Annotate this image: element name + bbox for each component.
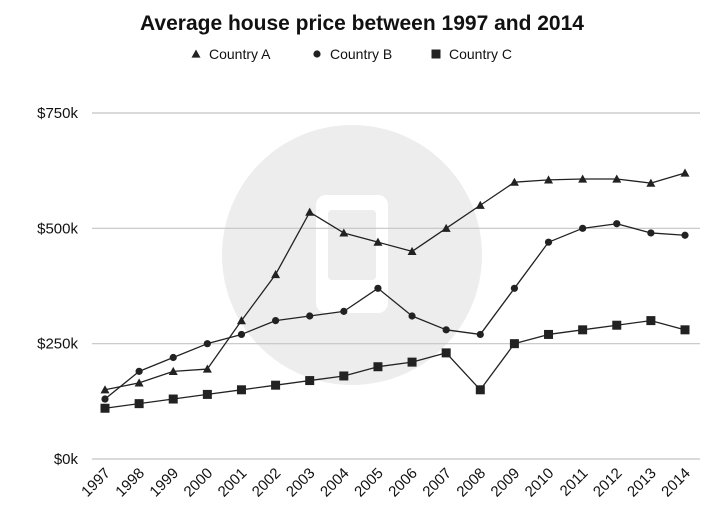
data-point [271,269,281,279]
y-tick-label: $750k [37,105,78,122]
data-point [544,238,553,246]
x-tick-label: 2000 [181,465,217,501]
x-tick-label: 1999 [146,465,182,501]
y-tick-label: $500k [37,220,78,237]
data-point [100,403,110,413]
data-point [168,366,178,375]
data-point [373,362,383,372]
legend-label: Country A [209,46,271,62]
data-point [510,284,519,292]
data-point [236,385,246,395]
data-point [646,178,656,187]
y-axis: $0k $250k $500k $750k [37,105,78,468]
data-point [202,389,212,399]
data-point [202,364,212,373]
data-point [407,357,417,367]
data-point [339,371,349,381]
x-tick-label: 2008 [454,465,490,501]
data-point [408,312,416,320]
data-point [306,312,314,320]
data-point [374,284,382,292]
data-point [203,340,211,348]
data-point [476,330,484,339]
x-tick-label: 2011 [557,465,592,500]
data-point [578,325,588,335]
watermark-logo [222,125,482,385]
data-point [613,220,621,228]
data-point [441,223,451,232]
data-point [509,177,519,186]
x-tick-label: 2012 [590,465,626,501]
data-point [509,339,519,349]
legend-item: Country A [191,46,271,62]
data-point [475,200,485,209]
data-point [168,394,178,404]
series-country-a [100,168,690,394]
y-tick-label: $0k [54,451,79,468]
chart-title: Average house price between 1997 and 201… [140,12,584,35]
x-tick-label: 2001 [215,465,251,501]
data-point [681,231,689,239]
data-point [680,325,690,335]
x-tick-label: 1998 [112,465,148,501]
data-point [442,326,450,334]
data-point [134,378,144,387]
data-point [475,385,485,395]
gridlines [92,112,700,460]
series-line [104,319,686,409]
data-point [680,168,690,177]
x-tick-label: 2010 [522,465,558,501]
series-line [104,172,686,391]
series-country-c [100,316,690,413]
data-point [612,320,622,330]
data-point [647,229,655,237]
data-point [134,399,144,409]
legend-marker [191,49,201,58]
series-country-b [101,220,689,403]
x-tick-label: 1997 [78,465,114,501]
x-tick-label: 2004 [317,465,353,501]
data-point [100,385,110,394]
legend-label: Country C [449,46,512,62]
legend-item: Country B [313,46,392,62]
data-point [271,317,280,325]
data-point [544,329,554,339]
x-tick-label: 2014 [658,465,694,501]
x-tick-label: 2002 [249,465,285,501]
data-point [339,228,349,237]
data-point [169,353,177,362]
x-tick-label: 2013 [624,465,660,501]
data-point [236,316,246,325]
data-point [373,237,383,246]
data-point [237,330,246,339]
x-axis: 1997199819992000200120022003200420052006… [78,465,694,501]
x-tick-label: 2009 [488,465,524,501]
data-point [305,207,315,216]
data-point [271,380,281,390]
x-tick-label: 2006 [385,465,421,501]
data-point [101,395,109,403]
x-tick-label: 2003 [283,465,319,501]
x-tick-label: 2005 [351,465,387,501]
legend-label: Country B [330,46,392,62]
data-point [305,376,315,386]
data-point [544,175,554,184]
data-point [612,174,622,183]
legend-marker [313,50,321,58]
series-layer [100,168,690,413]
data-point [407,246,417,255]
data-point [135,367,143,375]
legend-item: Country C [431,46,512,62]
data-point [340,307,348,315]
x-tick-label: 2007 [419,465,455,501]
series-line [104,223,686,400]
y-tick-label: $250k [37,336,78,353]
data-point [646,316,656,326]
legend-marker [431,49,441,59]
legend: Country A Country B Country C [191,46,512,62]
data-point [579,224,587,232]
data-point [578,174,588,183]
data-point [441,348,451,358]
